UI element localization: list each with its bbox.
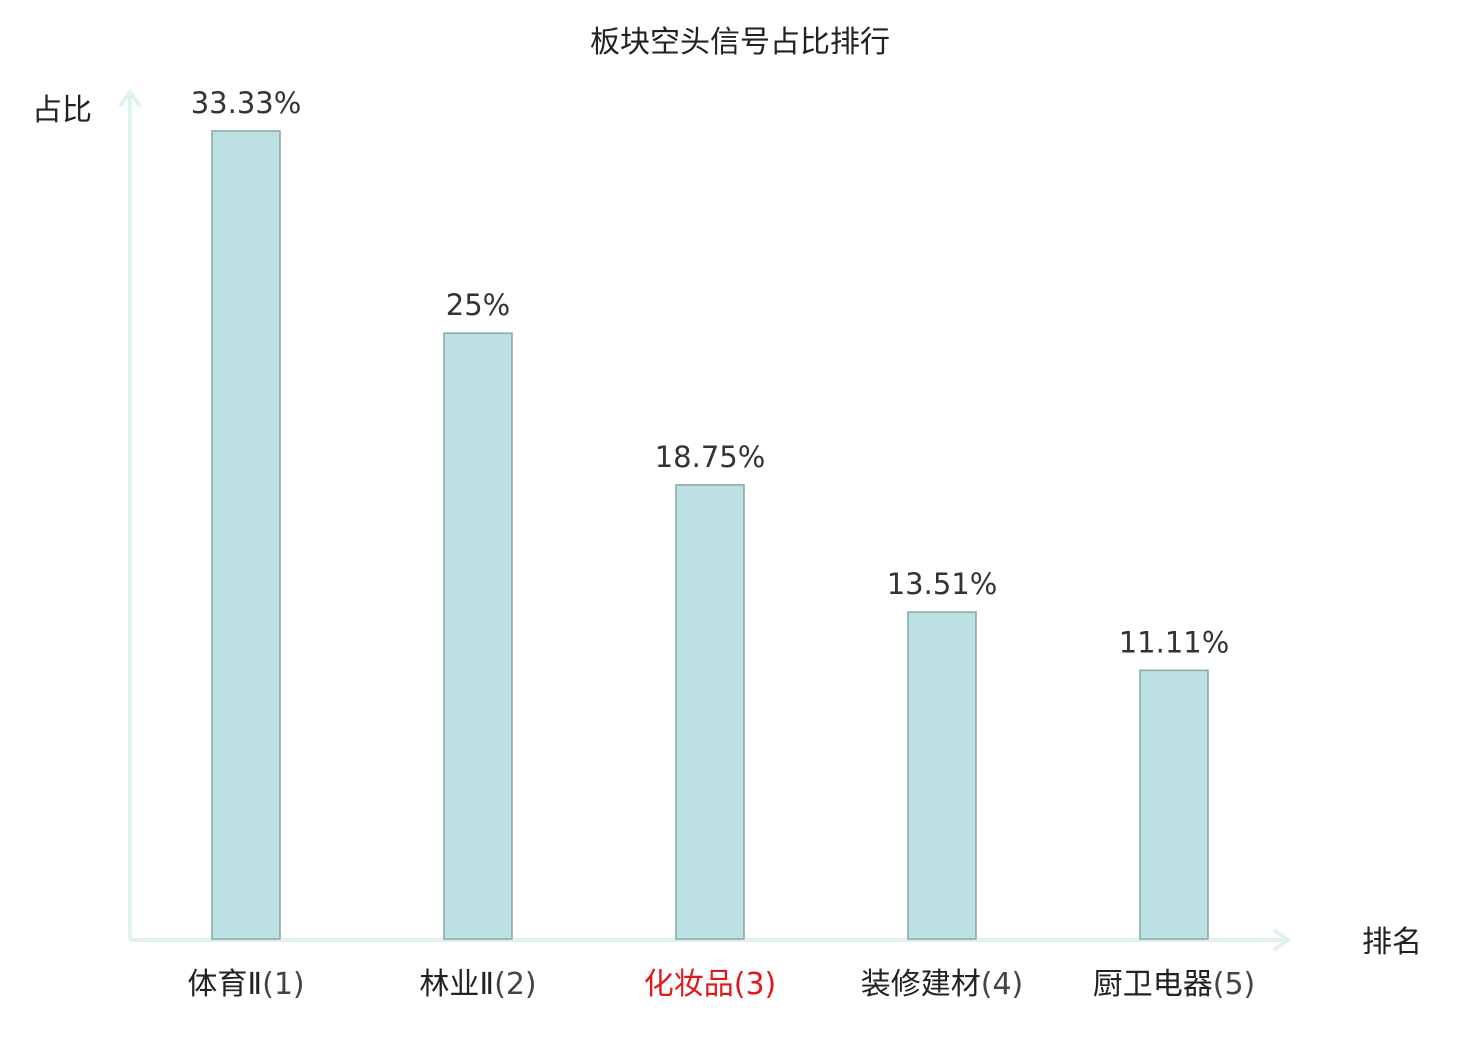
category-rank: (1) bbox=[262, 967, 305, 1002]
y-axis bbox=[118, 88, 142, 940]
x-axis bbox=[130, 928, 1292, 952]
bar bbox=[443, 332, 513, 940]
category-label: 装修建材(4) bbox=[861, 967, 1024, 1002]
category-rank: (3) bbox=[734, 967, 777, 1002]
bar bbox=[1139, 669, 1209, 940]
category-labels-group: 体育Ⅱ(1) 林业Ⅱ(2) 化妆品(3) 装修建材(4) 厨卫电器(5) bbox=[187, 967, 1255, 1002]
category-label: 厨卫电器(5) bbox=[1093, 967, 1256, 1002]
y-axis-label: 占比 bbox=[32, 93, 92, 128]
category-rank: (4) bbox=[981, 967, 1024, 1002]
bar-value-label: 33.33% bbox=[191, 86, 302, 120]
bar bbox=[675, 484, 745, 940]
x-axis-label: 排名 bbox=[1362, 925, 1422, 960]
category-label: 体育Ⅱ(1) bbox=[187, 967, 304, 1002]
category-rank: (2) bbox=[494, 967, 537, 1002]
bar-value-label: 25% bbox=[446, 288, 510, 322]
bar-value-label: 13.51% bbox=[887, 567, 998, 601]
bar-value-label: 18.75% bbox=[655, 440, 766, 474]
category-label: 林业Ⅱ(2) bbox=[419, 967, 536, 1002]
bars-group bbox=[211, 130, 1209, 940]
category-name: 化妆品 bbox=[644, 967, 734, 1002]
bar-value-label: 11.11% bbox=[1119, 625, 1230, 659]
bar bbox=[907, 611, 977, 940]
y-axis-arrow bbox=[118, 88, 142, 108]
category-name: 厨卫电器 bbox=[1093, 967, 1213, 1002]
category-name: 林业Ⅱ bbox=[419, 967, 494, 1002]
value-labels-group: 33.33% 25% 18.75% 13.51% 11.11% bbox=[191, 86, 1230, 659]
chart-title: 板块空头信号占比排行 bbox=[590, 25, 890, 60]
category-rank: (5) bbox=[1213, 967, 1256, 1002]
bar bbox=[211, 130, 281, 940]
x-axis-arrow bbox=[1272, 928, 1292, 952]
category-name: 体育Ⅱ bbox=[187, 967, 262, 1002]
category-name: 装修建材 bbox=[861, 967, 981, 1002]
category-label: 化妆品(3) bbox=[644, 967, 777, 1002]
